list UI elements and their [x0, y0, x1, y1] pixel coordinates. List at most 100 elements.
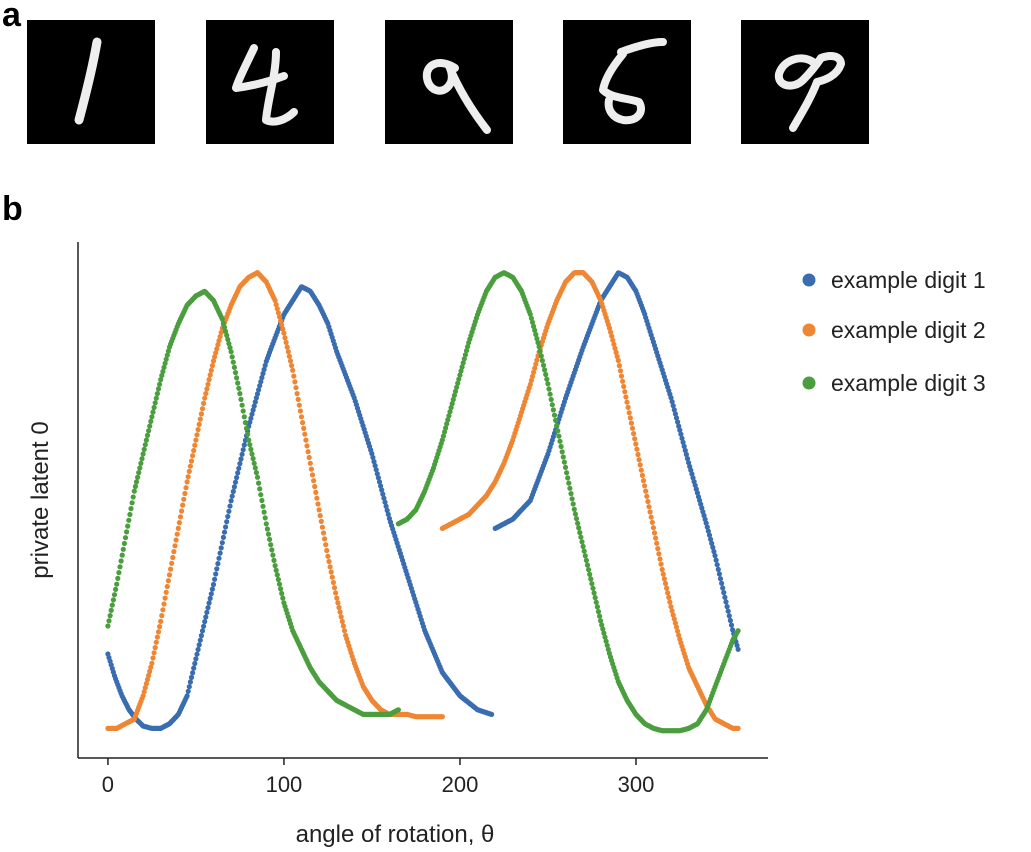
data-point-digit-2	[673, 624, 680, 630]
data-point-digit-2	[608, 329, 614, 335]
data-point-digit-2	[186, 468, 192, 474]
data-point-digit-2	[182, 490, 188, 497]
data-point-digit-3	[124, 529, 130, 535]
data-point-digit-2	[618, 373, 625, 379]
data-point-digit-2	[624, 399, 630, 405]
data-point-digit-2	[676, 632, 682, 638]
data-point-digit-2	[141, 689, 147, 695]
data-point-digit-3	[115, 575, 121, 582]
data-point-digit-3	[223, 328, 229, 334]
data-point-digit-1	[214, 566, 220, 572]
data-point-digit-3	[132, 483, 138, 490]
data-point-digit-2	[314, 495, 320, 501]
data-point-digit-3	[594, 604, 601, 610]
data-point-digit-3	[272, 563, 278, 569]
data-point-digit-2	[287, 358, 294, 364]
data-point-digit-1	[184, 693, 190, 699]
data-point-digit-1	[709, 540, 715, 547]
data-point-digit-3	[550, 407, 557, 413]
data-point-digit-3	[219, 316, 225, 322]
data-point-digit-1	[234, 475, 240, 481]
data-point-digit-2	[274, 306, 280, 312]
x-tick-label: 100	[266, 772, 303, 797]
data-point-digit-2	[166, 572, 173, 578]
data-point-digit-2	[653, 535, 659, 541]
data-point-digit-2	[671, 616, 677, 622]
data-point-digit-2	[150, 655, 156, 661]
data-point-digit-3	[251, 460, 257, 466]
data-point-digit-3	[572, 511, 579, 517]
data-point-digit-2	[318, 518, 324, 525]
data-point-digit-1	[219, 540, 225, 546]
data-point-digit-3	[604, 642, 610, 648]
data-point-digit-1	[708, 536, 714, 542]
data-point-digit-3	[242, 420, 248, 426]
data-point-digit-3	[246, 437, 252, 443]
data-point-digit-3	[593, 599, 599, 605]
data-point-digit-2	[218, 329, 224, 336]
data-point-digit-3	[109, 602, 115, 608]
data-point-digit-3	[111, 592, 118, 598]
data-point-digit-1	[230, 488, 236, 495]
data-point-digit-2	[655, 546, 661, 552]
data-point-digit-3	[570, 501, 576, 507]
data-point-digit-3	[140, 451, 146, 457]
data-point-digit-2	[308, 466, 314, 472]
data-point-digit-3	[448, 405, 454, 411]
data-point-digit-3	[159, 372, 165, 379]
data-point-digit-2	[336, 604, 342, 611]
data-point-digit-3	[446, 413, 452, 419]
data-point-digit-2	[625, 404, 631, 410]
data-point-digit-2	[667, 599, 673, 605]
data-point-digit-2	[623, 394, 629, 400]
data-point-digit-1	[212, 576, 218, 582]
data-point-digit-2	[328, 569, 334, 575]
data-point-digit-2	[614, 353, 620, 360]
data-point-digit-3	[600, 626, 606, 632]
legend-label-digit-3: example digit 3	[831, 370, 986, 396]
data-point-digit-3	[253, 470, 259, 476]
data-point-digit-2	[654, 540, 660, 546]
data-point-digit-2	[161, 601, 167, 607]
data-point-digit-1	[194, 651, 200, 657]
data-point-digit-3	[264, 526, 270, 532]
data-point-digit-3	[127, 511, 133, 518]
data-point-digit-2	[534, 357, 540, 363]
data-point-digit-2	[209, 363, 215, 369]
data-point-digit-2	[184, 479, 190, 485]
data-point-digit-3	[539, 358, 546, 364]
mnist-digit-1-image	[27, 20, 155, 144]
data-point-digit-2	[160, 607, 166, 613]
data-point-digit-1	[668, 395, 674, 401]
data-point-digit-1	[373, 467, 379, 473]
data-point-digit-2	[338, 614, 344, 620]
data-point-digit-1	[681, 443, 687, 449]
data-point-digit-1	[678, 431, 684, 437]
data-point-digit-1	[260, 370, 266, 377]
data-point-digit-1	[251, 403, 257, 409]
data-point-digit-2	[306, 454, 312, 461]
data-point-digit-2	[339, 618, 345, 625]
data-point-digit-2	[528, 377, 535, 383]
data-point-digit-2	[634, 446, 640, 452]
data-point-digit-2	[193, 437, 199, 443]
data-point-digit-3	[276, 581, 283, 587]
data-point-digit-3	[279, 590, 285, 597]
data-point-digit-2	[214, 346, 220, 352]
data-point-digit-3	[261, 509, 267, 515]
data-point-digit-2	[297, 408, 303, 414]
data-point-digit-3	[577, 530, 583, 536]
data-point-digit-1	[232, 479, 239, 485]
data-point-digit-2	[642, 483, 648, 489]
data-point-digit-2	[177, 514, 184, 520]
data-point-digit-2	[181, 496, 187, 502]
data-point-digit-1	[247, 419, 253, 425]
data-point-digit-1	[719, 580, 725, 586]
data-point-digit-1	[256, 387, 262, 393]
data-point-digit-1	[202, 619, 208, 625]
data-point-digit-2	[635, 451, 641, 458]
data-point-digit-2	[196, 421, 202, 427]
data-point-digit-1	[723, 599, 729, 605]
data-point-digit-2	[284, 344, 290, 350]
data-point-digit-1	[210, 581, 217, 588]
